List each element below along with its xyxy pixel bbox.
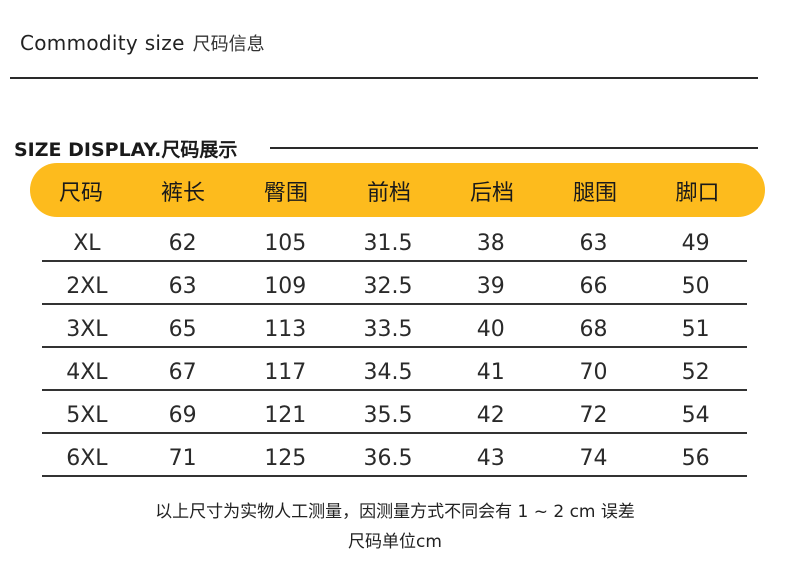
header-hip: 臀围	[263, 181, 308, 206]
table-row: 4XL 67 117 34.5 41 70 52	[42, 348, 747, 391]
cell-size: 6XL	[66, 446, 108, 471]
cell-pant-length: 65	[168, 317, 197, 342]
cell-pant-length: 71	[168, 446, 197, 471]
cell-pant-length: 69	[168, 403, 197, 428]
cell-thigh: 72	[579, 403, 608, 428]
cell-pant-length: 63	[168, 274, 197, 299]
cell-back-rise: 39	[476, 274, 505, 299]
header-pant-length: 裤长	[160, 181, 205, 206]
cell-leg-opening: 56	[681, 446, 710, 471]
header-thigh: 腿围	[572, 181, 617, 206]
cell-size: 5XL	[66, 403, 108, 428]
section-divider	[270, 147, 758, 149]
cell-thigh: 63	[579, 231, 608, 256]
page-title: Commodity size 尺码信息	[20, 30, 265, 56]
cell-front-rise: 34.5	[363, 360, 413, 385]
cell-leg-opening: 51	[681, 317, 710, 342]
table-row: 6XL 71 125 36.5 43 74 56	[42, 434, 747, 477]
title-english: Commodity size	[20, 31, 185, 55]
cell-back-rise: 43	[476, 446, 505, 471]
title-divider	[10, 77, 758, 79]
cell-pant-length: 67	[168, 360, 197, 385]
cell-hip: 117	[264, 360, 307, 385]
cell-hip: 121	[264, 403, 307, 428]
header-back-rise: 后档	[469, 181, 514, 206]
cell-back-rise: 42	[476, 403, 505, 428]
cell-front-rise: 31.5	[363, 231, 413, 256]
table-row: 3XL 65 113 33.5 40 68 51	[42, 305, 747, 348]
cell-size: XL	[73, 231, 101, 256]
cell-front-rise: 36.5	[363, 446, 413, 471]
cell-size: 2XL	[66, 274, 108, 299]
cell-leg-opening: 52	[681, 360, 710, 385]
cell-hip: 113	[264, 317, 307, 342]
cell-front-rise: 33.5	[363, 317, 413, 342]
cell-front-rise: 35.5	[363, 403, 413, 428]
cell-front-rise: 32.5	[363, 274, 413, 299]
cell-size: 4XL	[66, 360, 108, 385]
cell-pant-length: 62	[168, 231, 197, 256]
header-front-rise: 前档	[366, 181, 411, 206]
size-table: 尺码 裤长 臀围 前档 后档 腿围 脚口 XL 62 105 31.5 38 6…	[30, 163, 765, 477]
cell-thigh: 66	[579, 274, 608, 299]
cell-size: 3XL	[66, 317, 108, 342]
cell-hip: 105	[264, 231, 307, 256]
cell-back-rise: 40	[476, 317, 505, 342]
cell-leg-opening: 54	[681, 403, 710, 428]
header-size: 尺码	[58, 181, 103, 206]
table-row: 2XL 63 109 32.5 39 66 50	[42, 262, 747, 305]
cell-back-rise: 41	[476, 360, 505, 385]
cell-back-rise: 38	[476, 231, 505, 256]
header-leg-opening: 脚口	[675, 181, 720, 206]
cell-thigh: 68	[579, 317, 608, 342]
cell-leg-opening: 49	[681, 231, 710, 256]
title-chinese: 尺码信息	[192, 34, 265, 55]
table-row: 5XL 69 121 35.5 42 72 54	[42, 391, 747, 434]
cell-hip: 125	[264, 446, 307, 471]
unit-note: 尺码单位cm	[348, 532, 442, 552]
cell-leg-opening: 50	[681, 274, 710, 299]
section-title: SIZE DISPLAY.尺码展示	[14, 139, 238, 161]
size-table-header: 尺码 裤长 臀围 前档 后档 腿围 脚口	[30, 163, 765, 217]
cell-hip: 109	[264, 274, 307, 299]
size-table-body: XL 62 105 31.5 38 63 49 2XL 63 109 32.5 …	[42, 219, 747, 477]
table-row: XL 62 105 31.5 38 63 49	[42, 219, 747, 262]
cell-thigh: 70	[579, 360, 608, 385]
cell-thigh: 74	[579, 446, 608, 471]
measurement-note: 以上尺寸为实物人工测量，因测量方式不同会有 1 ~ 2 cm 误差	[155, 502, 635, 522]
